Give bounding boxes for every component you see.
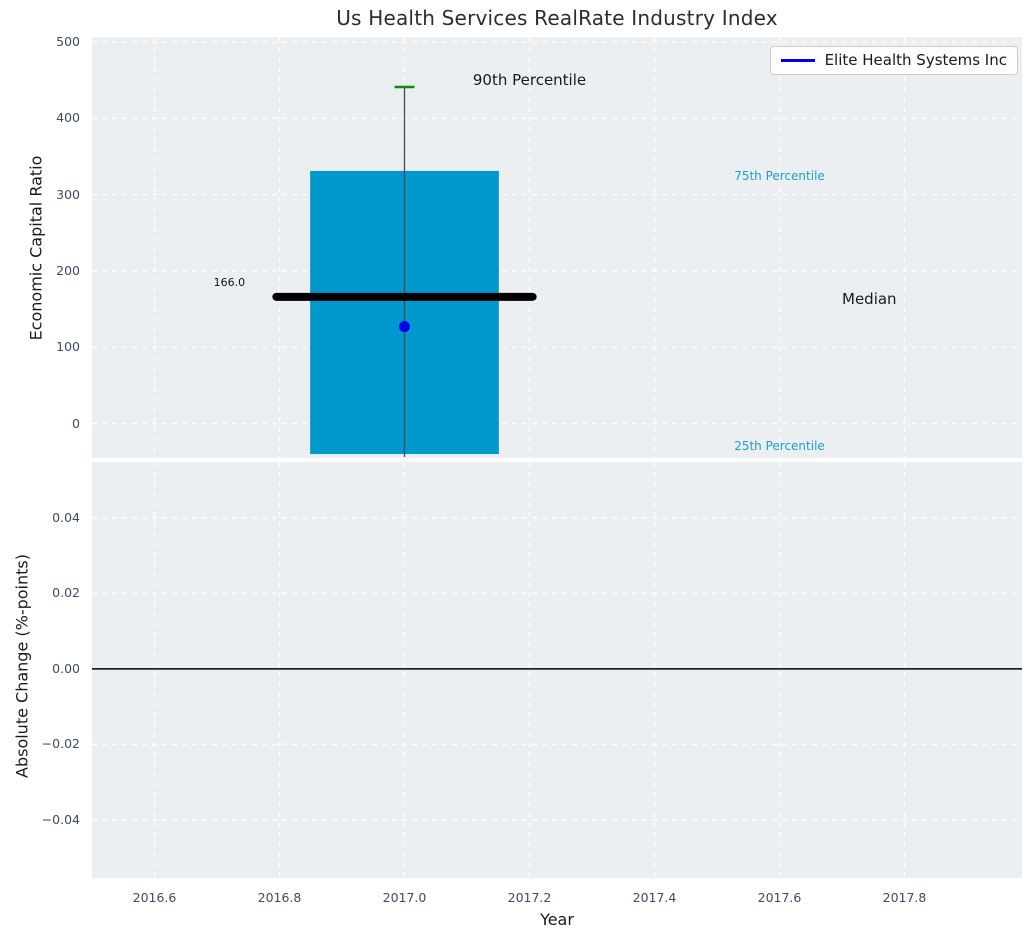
x-tick-label: 2017.4 <box>632 890 677 905</box>
legend-label: Elite Health Systems Inc <box>824 51 1007 69</box>
y-tick-label: 0.04 <box>52 509 80 525</box>
y-tick-label: 0.02 <box>52 585 80 601</box>
x-tick-label: 2017.8 <box>882 890 927 905</box>
annotation-median: Median <box>842 289 897 308</box>
x-axis-label: Year <box>540 910 574 929</box>
x-tick-label: 2016.8 <box>257 890 302 905</box>
x-tick-label: 2017.0 <box>382 890 427 905</box>
bottom-axes <box>92 462 1022 878</box>
company-marker-dot <box>399 321 410 333</box>
bottom-axes-canvas <box>92 462 1022 878</box>
x-tick-label: 2016.6 <box>132 890 177 905</box>
y-tick-label: 200 <box>56 262 80 278</box>
x-tick-label: 2017.2 <box>507 890 552 905</box>
y-tick-label: −0.04 <box>41 811 80 827</box>
y-tick-label: 0 <box>72 415 80 431</box>
y-tick-label: 300 <box>56 186 80 202</box>
annotation-90th-percentile: 90th Percentile <box>472 70 587 89</box>
annotation-75th-percentile: 75th Percentile <box>734 168 825 183</box>
annotation-166-0: 166.0 <box>213 275 246 289</box>
x-tick-label: 2017.6 <box>757 890 802 905</box>
top-axes-canvas <box>92 37 1022 458</box>
legend-line-sample <box>780 58 815 62</box>
y-tick-label: 100 <box>56 339 80 355</box>
legend: Elite Health Systems Inc <box>769 46 1018 75</box>
top-y-axis-label: Economic Capital Ratio <box>26 155 46 341</box>
chart-title: Us Health Services RealRate Industry Ind… <box>336 6 778 30</box>
y-tick-label: 500 <box>56 33 80 49</box>
y-tick-label: 0.00 <box>52 660 80 676</box>
annotation-25th-percentile: 25th Percentile <box>734 438 825 453</box>
y-tick-label: 400 <box>56 110 80 126</box>
y-tick-label: −0.02 <box>41 736 80 752</box>
top-axes: Elite Health Systems Inc 90th Percentile… <box>92 37 1022 458</box>
